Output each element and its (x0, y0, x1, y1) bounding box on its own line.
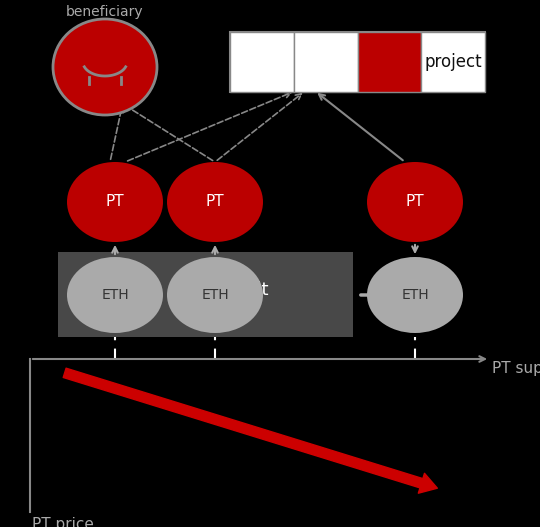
Text: ETH: ETH (101, 288, 129, 302)
Ellipse shape (67, 162, 163, 242)
Text: deposit: deposit (202, 281, 268, 299)
Bar (230, 32, 294, 92)
Ellipse shape (367, 162, 463, 242)
Ellipse shape (367, 257, 463, 333)
Bar (230, 32, 485, 92)
Text: ETH: ETH (401, 288, 429, 302)
Text: PT: PT (106, 194, 124, 210)
Text: PT: PT (406, 194, 424, 210)
Bar (357, 32, 421, 92)
Ellipse shape (167, 162, 263, 242)
Bar (294, 32, 357, 92)
Text: ETH: ETH (201, 288, 229, 302)
Ellipse shape (53, 19, 157, 115)
Text: PT: PT (206, 194, 224, 210)
Bar (58, 252, 353, 337)
Text: PT price: PT price (32, 517, 94, 527)
Text: project: project (424, 53, 482, 71)
Ellipse shape (167, 257, 263, 333)
Text: beneficiary: beneficiary (66, 5, 144, 19)
Bar (421, 32, 485, 92)
Ellipse shape (67, 257, 163, 333)
Text: PT supply: PT supply (492, 361, 540, 376)
